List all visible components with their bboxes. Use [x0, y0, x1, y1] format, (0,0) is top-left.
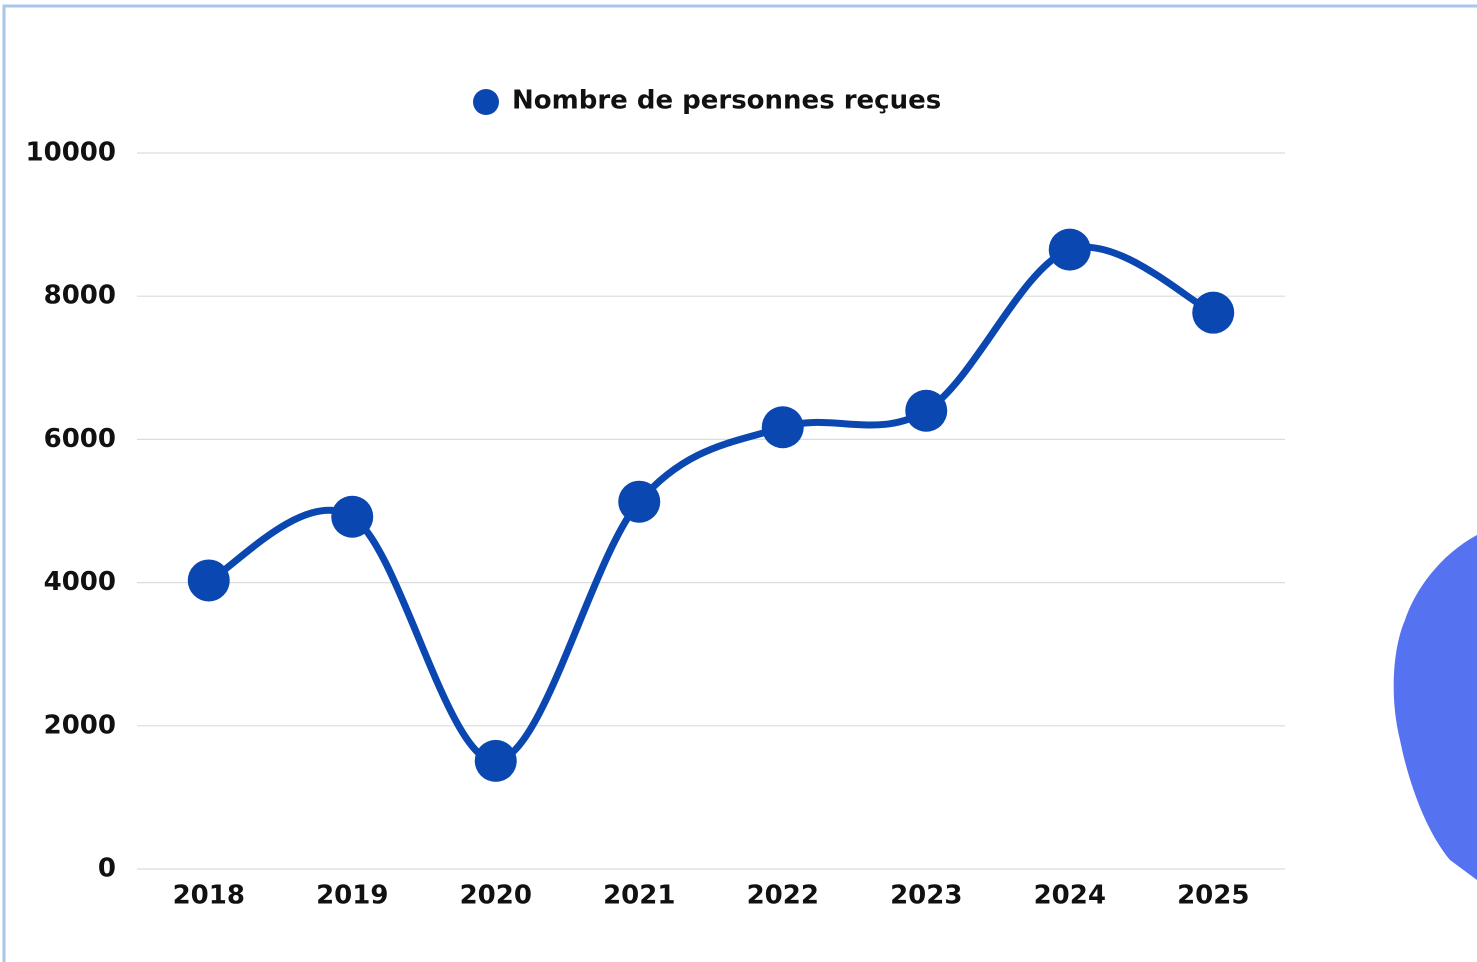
x-tick-label: 2022	[747, 881, 819, 911]
y-tick-label: 4000	[44, 567, 116, 597]
chart: 0 2000 4000 6000 8000 10000 2018 2019 2020 2021 20…	[0, 0, 1477, 962]
legend-label: Nombre de personnes reçues	[512, 86, 941, 116]
y-tick-label: 8000	[44, 281, 116, 311]
point	[188, 559, 230, 601]
frame	[4, 6, 1477, 962]
point	[1049, 229, 1091, 271]
y-tick-label: 2000	[44, 710, 116, 740]
point	[475, 740, 517, 782]
x-tick-label: 2020	[460, 881, 532, 911]
y-tick-label: 0	[98, 854, 116, 884]
point	[618, 481, 660, 523]
point	[762, 406, 804, 448]
point	[905, 390, 947, 432]
x-tick-label: 2021	[603, 881, 675, 911]
x-tick-label: 2025	[1177, 881, 1249, 911]
x-tick-label: 2019	[316, 881, 388, 911]
legend-marker	[473, 89, 499, 115]
y-tick-label: 10000	[26, 138, 116, 168]
decoration-blob	[1394, 535, 1477, 880]
x-tick-label: 2018	[173, 881, 245, 911]
y-tick-label: 6000	[44, 424, 116, 454]
x-tick-label: 2024	[1034, 881, 1106, 911]
point	[1192, 292, 1234, 334]
point	[331, 496, 373, 538]
x-tick-label: 2023	[890, 881, 962, 911]
